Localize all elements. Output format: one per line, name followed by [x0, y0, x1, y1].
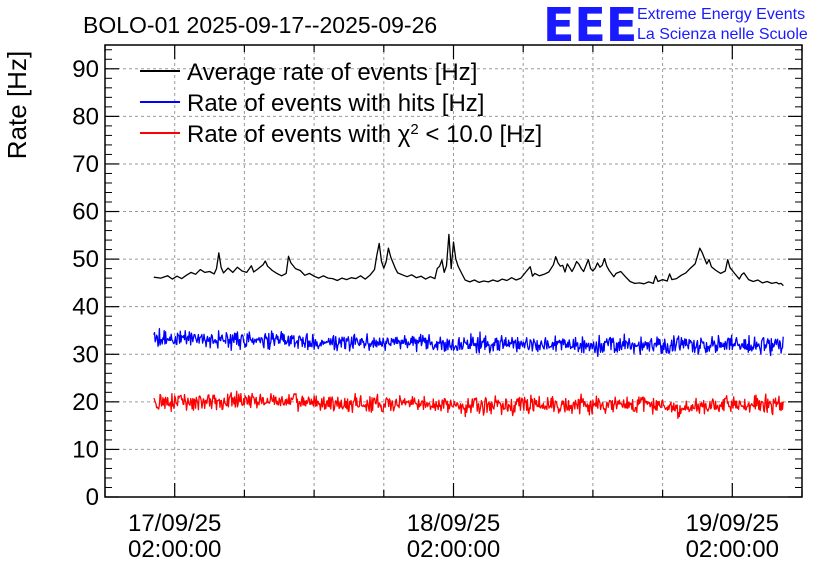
y-tick-label: 10 — [72, 436, 99, 463]
y-tick-label: 90 — [72, 56, 99, 83]
y-axis-label: Rate [Hz] — [2, 51, 32, 159]
axes: 010203040506070809017/09/2502:00:0018/09… — [72, 44, 803, 563]
eee-logo-line2: La Scienza nelle Scuole — [637, 26, 808, 43]
eee-logo: EEE Extreme Energy Events La Scienza nel… — [543, 0, 808, 52]
chart-title: BOLO-01 2025-09-17--2025-09-26 — [83, 12, 437, 38]
eee-logo-mark: EEE — [543, 0, 637, 52]
y-tick-label: 40 — [72, 294, 99, 321]
y-tick-label: 50 — [72, 246, 99, 273]
legend-label-3: Rate of events with χ2 < 10.0 [Hz] — [187, 121, 542, 149]
x-tick-label-date: 18/09/25 — [407, 510, 500, 537]
y-tick-label: 20 — [72, 389, 99, 416]
series-line-1 — [153, 233, 784, 287]
series-line-2 — [153, 328, 784, 358]
y-tick-label: 60 — [72, 199, 99, 226]
legend-label-part: Rate of events with hits [Hz] — [187, 90, 484, 117]
y-tick-label: 0 — [86, 484, 99, 511]
legend-label-part: Average rate of events [Hz] — [187, 59, 477, 86]
plot-frame — [104, 44, 803, 498]
x-tick-label-time: 02:00:00 — [407, 536, 500, 563]
legend-label-2: Rate of events with hits [Hz] — [187, 90, 484, 117]
series-layer — [153, 233, 784, 419]
eee-logo-line1: Extreme Energy Events — [637, 6, 805, 23]
legend-label-1: Average rate of events [Hz] — [187, 59, 477, 86]
y-tick-label: 30 — [72, 341, 99, 368]
x-tick-label-time: 02:00:00 — [128, 536, 221, 563]
y-tick-label: 80 — [72, 103, 99, 130]
series-line-3 — [153, 390, 784, 419]
x-tick-label-time: 02:00:00 — [686, 536, 779, 563]
x-tick-label-date: 17/09/25 — [128, 510, 221, 537]
x-tick-label-date: 19/09/25 — [686, 510, 779, 537]
legend: Average rate of events [Hz] Rate of event… — [140, 59, 542, 148]
y-tick-label: 70 — [72, 151, 99, 178]
legend-label-part: < 10.0 [Hz] — [419, 121, 542, 148]
legend-label-part: 2 — [410, 121, 418, 138]
legend-label-part: Rate of events with χ — [187, 121, 411, 148]
